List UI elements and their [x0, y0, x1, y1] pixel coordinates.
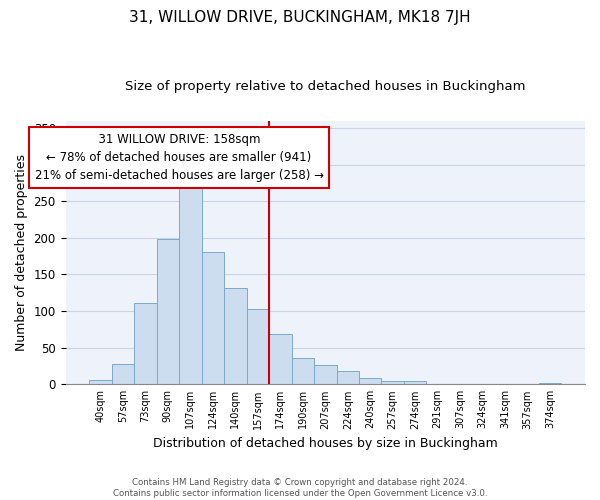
- Bar: [112, 364, 134, 384]
- Text: Contains HM Land Registry data © Crown copyright and database right 2024.
Contai: Contains HM Land Registry data © Crown c…: [113, 478, 487, 498]
- Text: 31 WILLOW DRIVE: 158sqm  
← 78% of detached houses are smaller (941)
21% of semi: 31 WILLOW DRIVE: 158sqm ← 78% of detache…: [35, 133, 323, 182]
- Bar: [359, 378, 382, 384]
- Bar: [157, 238, 179, 384]
- Text: 31, WILLOW DRIVE, BUCKINGHAM, MK18 7JH: 31, WILLOW DRIVE, BUCKINGHAM, MK18 7JH: [129, 10, 471, 25]
- Bar: [539, 383, 562, 384]
- Bar: [314, 366, 337, 384]
- Bar: [269, 334, 292, 384]
- Bar: [404, 382, 427, 384]
- Bar: [202, 252, 224, 384]
- X-axis label: Distribution of detached houses by size in Buckingham: Distribution of detached houses by size …: [153, 437, 497, 450]
- Bar: [224, 288, 247, 384]
- Bar: [179, 168, 202, 384]
- Bar: [382, 380, 404, 384]
- Bar: [337, 371, 359, 384]
- Y-axis label: Number of detached properties: Number of detached properties: [15, 154, 28, 351]
- Title: Size of property relative to detached houses in Buckingham: Size of property relative to detached ho…: [125, 80, 526, 93]
- Bar: [247, 309, 269, 384]
- Bar: [292, 358, 314, 384]
- Bar: [134, 303, 157, 384]
- Bar: [89, 380, 112, 384]
